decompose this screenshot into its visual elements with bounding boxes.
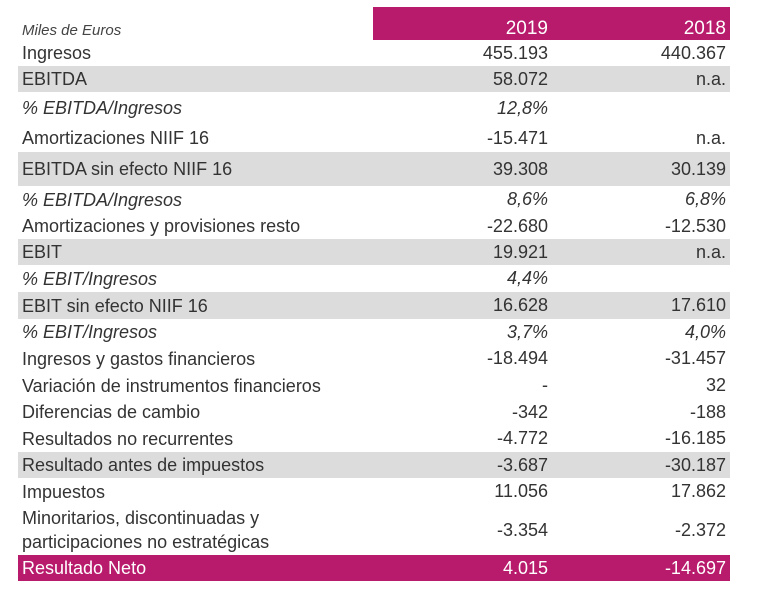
value-2019: 16.628 [492,295,548,315]
value-2018: -14.697 [664,557,726,578]
table-row: % EBIT/Ingresos 3,7% 4,0% [18,319,730,345]
table-row: % EBITDA/Ingresos 8,6% 6,8% [18,186,730,213]
value-2019: -22.680 [486,215,548,236]
value-2019: 39.308 [492,158,548,179]
value-2018: 17.610 [670,295,726,315]
table-row: % EBIT/Ingresos 4,4% [18,265,730,292]
table-body: Ingresos 455.193 440.367 EBITDA 58.072 n.a. % … [18,40,730,581]
table-row: Amortizaciones NIIF 16 -15.471 n.a. [18,124,730,152]
row-label: Variación de instrumentos financieros [22,375,321,396]
total-row: Resultado Neto 4.015 -14.697 [18,555,730,581]
table-row: % EBITDA/Ingresos 12,8% [18,92,730,124]
value-2018: 17.862 [670,481,726,501]
value-2019: 4.015 [502,557,548,578]
income-statement-table: Miles de Euros 2019 2018 Ingresos 455.193… [18,7,730,581]
table-row: Diferencias de cambio -342 -188 [18,399,730,425]
row-label: Amortizaciones y provisiones resto [22,216,301,236]
value-2019: 58.072 [492,68,548,89]
row-label: EBIT [22,242,63,262]
value-2019: -3.687 [496,454,548,475]
row-label: Minoritarios, discontinuadas y participa… [22,508,270,552]
value-2019: -15.471 [486,127,548,148]
value-2018: -16.185 [664,428,726,448]
value-2019: -342 [511,401,548,422]
value-2018: n.a. [695,127,726,148]
table-row: Ingresos y gastos financieros -18.494 -31.… [18,345,730,372]
value-2019: -3.354 [496,519,548,540]
value-2019: - [542,375,548,395]
value-2019: 455.193 [482,42,548,63]
value-2018: -12.530 [664,215,726,236]
value-2019: 11.056 [494,481,548,501]
row-label: Diferencias de cambio [22,402,201,422]
value-2018: -2.372 [674,519,726,540]
value-2018: 30.139 [670,158,726,179]
row-label: Resultado antes de impuestos [22,455,265,475]
table-row: EBITDA 58.072 n.a. [18,66,730,92]
value-2019: 12,8% [496,97,548,118]
row-label: % EBITDA/Ingresos [22,189,183,210]
value-2018: -188 [689,401,726,422]
table-row: Resultado antes de impuestos -3.687 -30.18… [18,452,730,478]
table-row: Amortizaciones y provisiones resto -22.68… [18,213,730,239]
row-label: Resultados no recurrentes [22,428,234,449]
unit-label: Miles de Euros [22,22,122,39]
value-2018: -30.187 [664,454,726,475]
value-2018: 440.367 [660,42,726,63]
value-2018: 6,8% [684,189,726,209]
table-row: EBIT 19.921 n.a. [18,239,730,265]
value-2019: 4,4% [506,268,548,288]
table-row: EBITDA sin efecto NIIF 16 39.308 30.139 [18,152,730,186]
year-2018-header: 2018 [683,18,726,39]
table-row: EBIT sin efecto NIIF 16 16.628 17.610 [18,292,730,319]
row-label: Ingresos [22,43,92,63]
row-label: EBIT sin efecto NIIF 16 [22,295,208,316]
value-2019: 8,6% [506,189,548,209]
value-2018: n.a. [695,241,726,262]
year-2019-header: 2019 [505,18,548,39]
table-row: Variación de instrumentos financieros - 32 [18,372,730,399]
value-2019: 19.921 [492,241,548,262]
table-row: Impuestos 11.056 17.862 [18,478,730,505]
table-row: Ingresos 455.193 440.367 [18,40,730,66]
value-2018: n.a. [695,68,726,89]
table-row: Resultados no recurrentes -4.772 -16.185 [18,425,730,452]
row-label: Amortizaciones NIIF 16 [22,128,210,148]
value-2018: 32 [705,375,726,395]
value-2019: -4.772 [496,428,548,448]
value-2018: -31.457 [664,348,726,368]
row-label: % EBIT/Ingresos [22,268,158,289]
table-row: Minoritarios, discontinuadas y participa… [18,505,730,555]
row-label: EBITDA sin efecto NIIF 16 [22,159,233,179]
value-2019: 3,7% [506,321,548,342]
header-highlight [373,7,730,40]
row-label: Ingresos y gastos financieros [22,348,256,369]
row-label: % EBIT/Ingresos [22,322,158,342]
table-header: Miles de Euros 2019 2018 [18,7,730,40]
row-label: % EBITDA/Ingresos [22,98,183,118]
value-2019: -18.494 [486,348,548,368]
value-2018: 4,0% [684,321,726,342]
row-label: Impuestos [22,481,106,502]
row-label: EBITDA [22,69,88,89]
row-label: Resultado Neto [22,558,147,578]
